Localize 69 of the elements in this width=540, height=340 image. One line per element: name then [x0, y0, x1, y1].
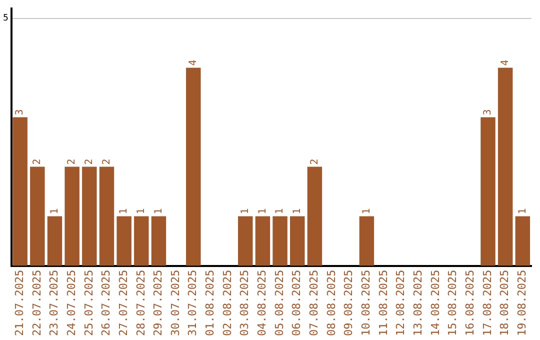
bar — [151, 216, 166, 266]
x-tick-label: 09.08.2025 — [342, 270, 356, 336]
bar — [290, 216, 305, 266]
bar — [480, 117, 496, 266]
x-tick-label: 12.08.2025 — [394, 270, 408, 336]
x-tick-label: 15.08.2025 — [446, 270, 460, 336]
bar — [307, 166, 322, 266]
data-label: 4 — [500, 60, 511, 66]
bar — [515, 216, 530, 266]
data-label: 3 — [14, 109, 26, 116]
bar — [272, 216, 288, 266]
x-tick-label: 21.07.2025 — [12, 270, 26, 336]
x-tick-label: 01.08.2025 — [204, 270, 217, 336]
data-label: 1 — [118, 208, 130, 214]
x-tick-label: 29.07.2025 — [152, 270, 165, 336]
data-label: 1 — [517, 208, 528, 214]
data-label: 2 — [84, 158, 95, 165]
data-label: 1 — [257, 208, 268, 214]
x-tick-label: 03.08.2025 — [238, 270, 252, 336]
data-label: 2 — [101, 158, 112, 165]
data-label: 2 — [66, 158, 78, 165]
data-label: 2 — [309, 158, 320, 165]
x-tick-label: 10.08.2025 — [360, 270, 373, 336]
x-tick-label: 22.07.2025 — [30, 270, 44, 336]
bar — [82, 166, 97, 266]
x-tick-label: 27.07.2025 — [116, 270, 130, 336]
bar — [134, 216, 149, 266]
data-label: 1 — [240, 208, 251, 214]
x-tick-label: 13.08.2025 — [412, 270, 425, 336]
x-tick-label: 07.08.2025 — [308, 270, 321, 336]
bar — [186, 68, 201, 266]
bar — [64, 166, 80, 266]
data-label: 4 — [188, 60, 199, 66]
x-tick-label: 23.07.2025 — [48, 270, 61, 336]
bar — [12, 117, 28, 266]
x-tick-label: 26.07.2025 — [100, 270, 113, 336]
x-tick-label: 28.07.2025 — [134, 270, 148, 336]
x-tick-label: 31.07.2025 — [186, 270, 200, 336]
x-tick-label: 30.07.2025 — [168, 270, 182, 336]
x-tick-label: 25.07.2025 — [82, 270, 96, 336]
data-label: 1 — [292, 208, 303, 214]
x-tick-label: 08.08.2025 — [324, 270, 338, 336]
x-tick-label: 14.08.2025 — [428, 270, 442, 336]
y-tick-label: 5 — [2, 14, 8, 24]
data-label: 1 — [361, 208, 372, 214]
data-label: 1 — [153, 208, 164, 214]
bar — [498, 68, 513, 266]
x-tick-label: 17.08.2025 — [480, 270, 494, 336]
x-tick-label: 04.08.2025 — [256, 270, 269, 336]
bar — [238, 216, 253, 266]
bar — [47, 216, 62, 266]
x-tick-label: 16.08.2025 — [464, 270, 477, 336]
bar — [359, 216, 374, 266]
bar — [99, 166, 114, 266]
data-label: 1 — [274, 208, 286, 214]
x-tick-label: 11.08.2025 — [376, 270, 390, 336]
bar — [30, 166, 45, 266]
x-tick-label: 02.08.2025 — [220, 270, 234, 336]
x-tick-label: 24.07.2025 — [64, 270, 78, 336]
bar — [116, 216, 132, 266]
x-tick-label: 19.08.2025 — [516, 270, 529, 336]
x-tick-label: 05.08.2025 — [272, 270, 286, 336]
x-tick-label: 06.08.2025 — [290, 270, 304, 336]
bar — [255, 216, 270, 266]
x-tick-label: 18.08.2025 — [498, 270, 512, 336]
data-label: 2 — [32, 158, 44, 165]
data-label: 3 — [482, 109, 494, 116]
data-label: 1 — [49, 208, 60, 214]
data-label: 1 — [136, 208, 147, 214]
